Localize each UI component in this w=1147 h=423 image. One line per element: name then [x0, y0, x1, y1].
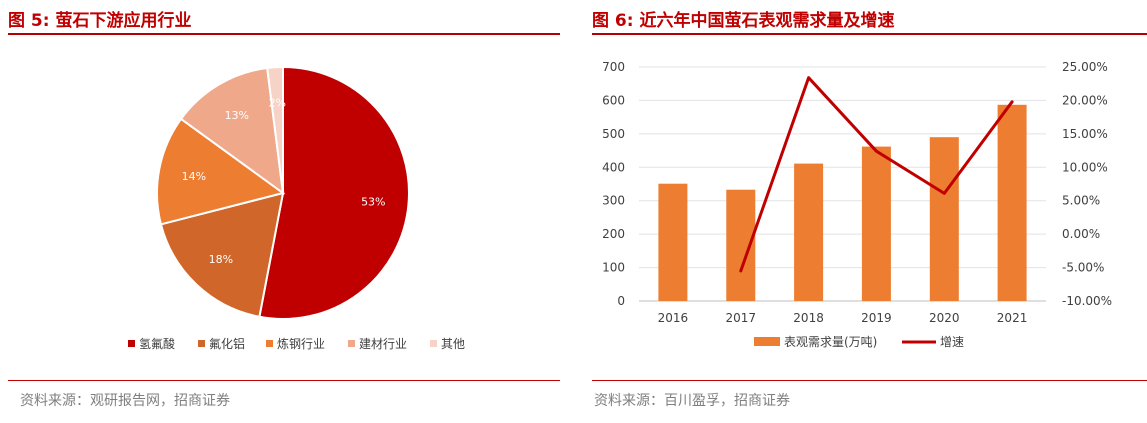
- y-right-tick-label: -10.00%: [1062, 294, 1112, 308]
- y-left-tick-label: 0: [617, 294, 625, 308]
- legend-label: 表观需求量(万吨): [784, 335, 877, 349]
- x-tick-label: 2019: [861, 311, 892, 325]
- bottom-rule: [592, 380, 1147, 381]
- bar: [929, 137, 959, 301]
- legend-bar-swatch: [754, 337, 780, 346]
- legend-label: 氢氟酸: [139, 336, 175, 351]
- pie-slice-label: 53%: [361, 196, 385, 209]
- pie-chart: 53% 18% 14% 13% 2% 氢氟酸 氟化铝 炼钢行业 建材行业 其他: [128, 65, 465, 351]
- y-left-tick-label: 200: [602, 227, 625, 241]
- y-left-tick-label: 500: [602, 127, 625, 141]
- x-tick-label: 2021: [997, 311, 1028, 325]
- bar: [861, 146, 891, 301]
- bar: [997, 104, 1027, 301]
- legend-swatch: [128, 340, 135, 347]
- y-left-tick-label: 400: [602, 160, 625, 174]
- bottom-rule: [8, 380, 560, 381]
- y-right-tick-label: 0.00%: [1062, 227, 1100, 241]
- y-right-tick-label: 25.00%: [1062, 60, 1108, 74]
- pie-figure-title: 图 5: 萤石下游应用行业: [8, 11, 192, 31]
- legend-label: 炼钢行业: [277, 336, 325, 351]
- y-left-tick-label: 600: [602, 93, 625, 107]
- legend-label: 建材行业: [359, 337, 407, 351]
- y-right-tick-label: 10.00%: [1062, 160, 1108, 174]
- legend-swatch: [198, 340, 205, 347]
- x-tick-label: 2018: [793, 311, 824, 325]
- legend-label: 氟化铝: [209, 336, 245, 351]
- y-left-tick-label: 300: [602, 194, 625, 208]
- pie-figure-source: 资料来源：观研报告网，招商证券: [20, 393, 230, 409]
- pie-slice: [266, 65, 284, 194]
- pie-slice: [159, 191, 285, 318]
- title-rule: [8, 33, 560, 35]
- y-left-tick-label: 700: [602, 60, 625, 74]
- pie-slice: [179, 66, 285, 196]
- x-tick-label: 2017: [725, 311, 756, 325]
- legend-label: 增速: [940, 335, 964, 349]
- combo-figure-panel: 图 6: 近六年中国萤石表观需求量及增速 0 100 200 300 400 500 600…: [584, 0, 1147, 423]
- title-rule: [592, 33, 1147, 35]
- bar: [658, 183, 688, 301]
- y-right-tick-label: 5.00%: [1062, 194, 1100, 208]
- y-right-tick-label: 15.00%: [1062, 127, 1108, 141]
- pie-slice: [156, 117, 286, 226]
- y-right-tick-label: 20.00%: [1062, 93, 1108, 107]
- legend-swatch: [266, 340, 273, 347]
- combo-figure-source: 资料来源：百川盈孚，招商证券: [594, 393, 790, 409]
- x-tick-label: 2016: [658, 311, 689, 325]
- pie-slice-label: 13%: [225, 109, 249, 122]
- x-tick-label: 2020: [929, 311, 960, 325]
- pie-slice-label: 2%: [269, 97, 286, 110]
- legend-swatch: [348, 340, 355, 347]
- bar: [794, 163, 824, 301]
- pie-slice-label: 14%: [182, 170, 206, 183]
- pie-slice-label: 18%: [209, 253, 233, 266]
- pie-figure-panel: 图 5: 萤石下游应用行业 53% 18% 14% 13% 2% 氢氟酸 氟化铝 炼钢行业 建材…: [0, 0, 560, 423]
- y-right-tick-label: -5.00%: [1062, 261, 1104, 275]
- combo-chart: 0 100 200 300 400 500 600 700 -10.00% -5.00% 0.00%…: [602, 60, 1112, 349]
- growth-line: [739, 76, 1014, 273]
- combo-figure-title: 图 6: 近六年中国萤石表观需求量及增速: [592, 11, 895, 31]
- legend-label: 其他: [441, 337, 465, 351]
- legend-swatch: [430, 340, 437, 347]
- y-left-tick-label: 100: [602, 261, 625, 275]
- pie-slice: [258, 65, 410, 320]
